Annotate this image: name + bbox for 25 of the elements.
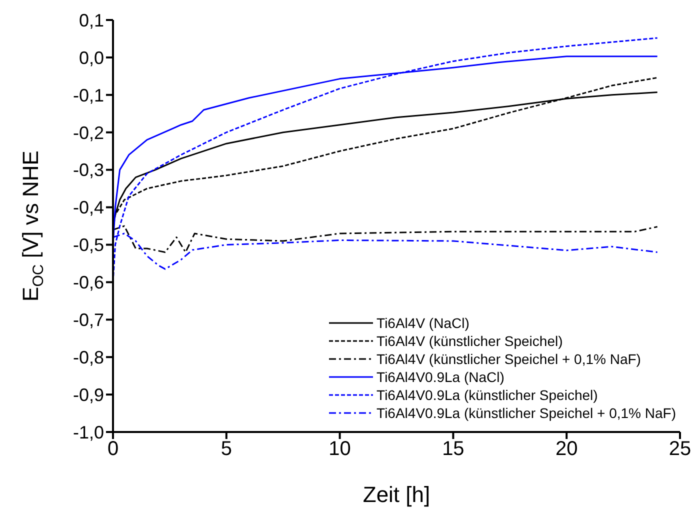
x-tick-label: 15 <box>442 438 464 460</box>
y-tick-label: -0,2 <box>72 122 104 143</box>
x-tick-label: 10 <box>328 438 351 460</box>
y-tick-label: -0,7 <box>72 310 104 330</box>
y-tick-label: -0,9 <box>72 384 104 405</box>
legend-label: Ti6Al4V (NaCl) <box>376 314 470 332</box>
x-tick-label: 20 <box>555 438 578 460</box>
y-tick-label: -0,8 <box>72 347 104 368</box>
legend-label: Ti6Al4V0.9La (NaCl) <box>376 368 504 386</box>
x-tick-label: 5 <box>220 438 232 460</box>
x-axis-title: Zeit [h] <box>362 482 430 507</box>
x-tick-label: 0 <box>107 438 119 460</box>
y-tick-label: -0,5 <box>72 235 104 256</box>
y-tick-label: 0,1 <box>78 10 104 30</box>
y-tick-label: -0,1 <box>72 85 104 106</box>
y-tick-label: -1,0 <box>72 422 104 442</box>
y-tick-label: -0,4 <box>72 198 104 218</box>
legend-label: Ti6Al4V (künstlicher Speichel) <box>376 332 563 350</box>
x-tick-label: 25 <box>668 438 692 460</box>
legend-label: Ti6Al4V0.9La (künstlicher Speichel) <box>376 386 598 404</box>
legend-label: Ti6Al4V0.9La (künstlicher Speichel + 0,1% NaF) <box>376 404 676 422</box>
y-tick-label: 0,0 <box>78 48 104 68</box>
y-tick-label: -0,6 <box>72 272 104 293</box>
legend-label: Ti6Al4V (künstlicher Speichel + 0,1% NaF) <box>376 350 641 368</box>
y-tick-label: -0,3 <box>72 160 104 180</box>
